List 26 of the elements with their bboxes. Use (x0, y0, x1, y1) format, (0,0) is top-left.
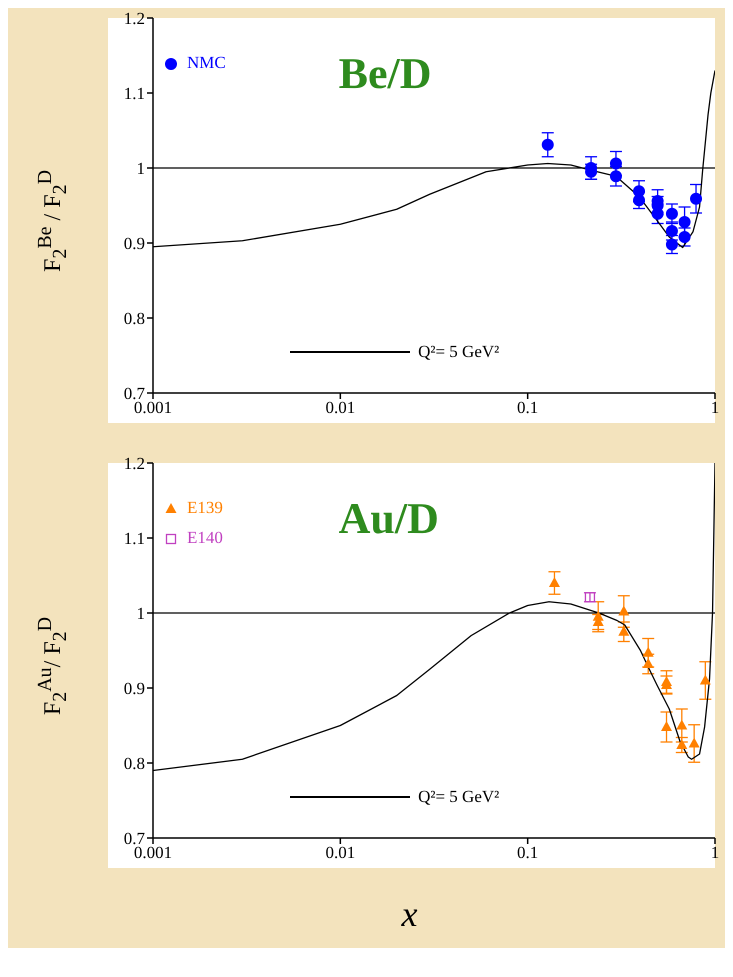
y-tick-label: 0.8 (124, 309, 145, 328)
x-tick-label: 0.01 (325, 843, 356, 862)
x-tick-label: 0.1 (517, 843, 538, 862)
x-tick-label: 0.01 (325, 398, 356, 418)
x-tick-label: 1 (710, 843, 720, 862)
x-tick-label: 1 (710, 398, 720, 418)
y-tick-label: 1.1 (124, 529, 145, 548)
y-tick-label: 0.9 (124, 679, 145, 698)
y-tick-label: 1.2 (124, 9, 145, 28)
x-tick-label: 0.001 (134, 398, 172, 418)
y-tick-label: 1 (136, 604, 145, 624)
text: Q²= 5 GeV² (418, 787, 500, 807)
x-axis-title: x (402, 893, 418, 936)
y-tick-label: 1.2 (124, 454, 145, 474)
legend-label: E139 (187, 498, 223, 518)
text: Au/D (338, 493, 439, 544)
text: Q²= 5 GeV² (418, 342, 500, 362)
x-tick-label: 0.001 (134, 843, 172, 862)
y-tick-label: 0.9 (124, 234, 145, 254)
legend-label: E140 (187, 528, 223, 548)
y-tick-label: 1 (136, 159, 145, 178)
y-tick-label: 1.1 (124, 84, 145, 104)
legend-label: NMC (187, 53, 226, 73)
x-tick-label: 0.1 (517, 398, 538, 418)
y-tick-label: 0.8 (124, 754, 145, 774)
text: Be/D (338, 48, 432, 99)
